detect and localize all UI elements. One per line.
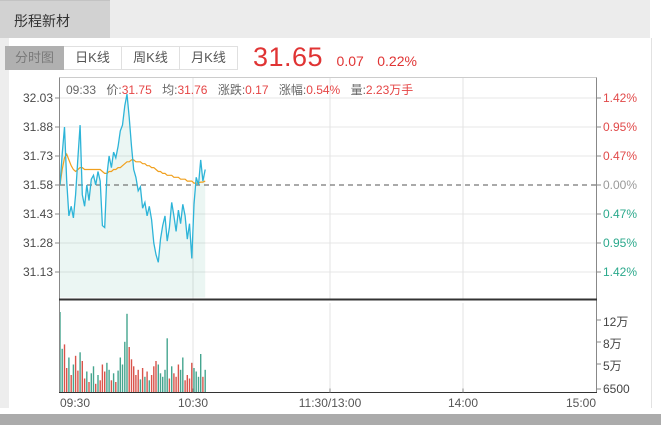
info-volume-label: 量: [350, 83, 366, 97]
tab-weekly-k[interactable]: 周K线 [122, 46, 180, 70]
price-change: 0.07 [336, 53, 364, 69]
widget-right-border [651, 38, 652, 408]
page-left-margin [0, 38, 9, 408]
stock-name: 彤程新材 [14, 13, 70, 29]
stock-name-tab[interactable]: 彤程新材 [0, 0, 110, 38]
info-price-label: 价: [106, 83, 122, 97]
info-price: 31.75 [121, 83, 152, 97]
info-time: 09:33 [66, 83, 97, 97]
tab-daily-k[interactable]: 日K线 [64, 46, 122, 70]
info-volume: 2.23万手 [365, 83, 414, 97]
info-avg: 31.76 [177, 83, 208, 97]
quote-summary: 31.65 0.07 0.22% [253, 42, 417, 73]
info-avg-label: 均: [162, 83, 178, 97]
header-bar: 彤程新材 [0, 0, 650, 38]
info-change-label: 涨跌: [217, 83, 246, 97]
tab-monthly-k[interactable]: 月K线 [180, 46, 238, 70]
tab-time-share[interactable]: 分时图 [5, 46, 64, 70]
info-pct-label: 涨幅: [278, 83, 307, 97]
window-bottom-edge [0, 414, 661, 425]
price-change-percent: 0.22% [377, 53, 417, 69]
chart-info-bar: 09:33 价:31.75 均:31.76 涨跌:0.17 涨幅:0.54% 量… [66, 81, 413, 98]
last-price: 31.65 [253, 42, 324, 72]
info-pct: 0.54% [306, 83, 341, 97]
info-change: 0.17 [245, 83, 269, 97]
chart-period-tabs: 分时图 日K线 周K线 月K线 [5, 46, 238, 70]
